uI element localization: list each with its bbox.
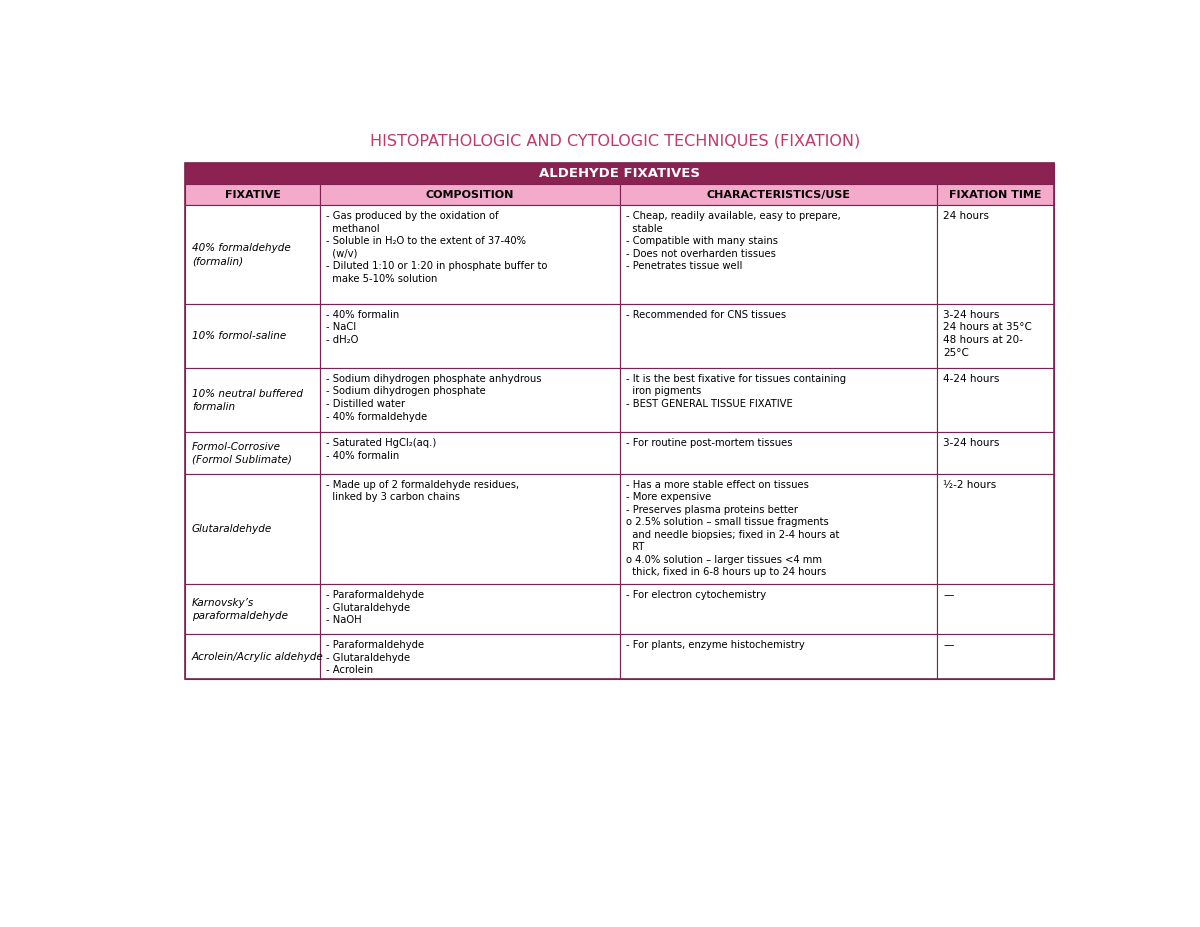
- Bar: [619, 184, 937, 206]
- Text: - For electron cytochemistry: - For electron cytochemistry: [626, 590, 767, 600]
- Bar: [185, 304, 320, 368]
- Text: 3-24 hours
24 hours at 35°C
48 hours at 20-
25°C: 3-24 hours 24 hours at 35°C 48 hours at …: [943, 310, 1032, 358]
- Text: - Paraformaldehyde
- Glutaraldehyde
- NaOH: - Paraformaldehyde - Glutaraldehyde - Na…: [326, 590, 425, 626]
- Bar: [320, 585, 619, 634]
- Bar: [320, 474, 619, 585]
- Text: CHARACTERISTICS/USE: CHARACTERISTICS/USE: [706, 190, 850, 199]
- Text: ALDEHYDE FIXATIVES: ALDEHYDE FIXATIVES: [539, 167, 700, 180]
- Text: HISTOPATHOLOGIC AND CYTOLOGIC TECHNIQUES (FIXATION): HISTOPATHOLOGIC AND CYTOLOGIC TECHNIQUES…: [370, 133, 860, 148]
- Bar: [619, 474, 937, 585]
- Bar: [619, 368, 937, 433]
- Text: —: —: [943, 641, 954, 650]
- Bar: [185, 634, 320, 679]
- Text: 3-24 hours: 3-24 hours: [943, 438, 1000, 448]
- Text: 10% formol-saline: 10% formol-saline: [192, 331, 286, 341]
- Text: - Paraformaldehyde
- Glutaraldehyde
- Acrolein: - Paraformaldehyde - Glutaraldehyde - Ac…: [326, 641, 425, 675]
- Text: - For routine post-mortem tissues: - For routine post-mortem tissues: [626, 438, 793, 448]
- Text: - It is the best fixative for tissues containing
  iron pigments
- BEST GENERAL : - It is the best fixative for tissues co…: [626, 374, 846, 409]
- Text: ½-2 hours: ½-2 hours: [943, 479, 996, 489]
- Bar: [937, 634, 1054, 679]
- Bar: [185, 474, 320, 585]
- Text: FIXATION TIME: FIXATION TIME: [949, 190, 1042, 199]
- Bar: [937, 433, 1054, 474]
- Bar: [937, 368, 1054, 433]
- Bar: [185, 368, 320, 433]
- Bar: [185, 206, 320, 304]
- Bar: [320, 433, 619, 474]
- Text: - Sodium dihydrogen phosphate anhydrous
- Sodium dihydrogen phosphate
- Distille: - Sodium dihydrogen phosphate anhydrous …: [326, 374, 542, 422]
- Bar: [937, 474, 1054, 585]
- Bar: [185, 162, 1054, 184]
- Text: - Made up of 2 formaldehyde residues,
  linked by 3 carbon chains: - Made up of 2 formaldehyde residues, li…: [326, 479, 520, 502]
- Bar: [937, 304, 1054, 368]
- Text: - Has a more stable effect on tissues
- More expensive
- Preserves plasma protei: - Has a more stable effect on tissues - …: [626, 479, 840, 578]
- Bar: [320, 206, 619, 304]
- Bar: [619, 433, 937, 474]
- Bar: [320, 634, 619, 679]
- Text: 4-24 hours: 4-24 hours: [943, 374, 1000, 384]
- Bar: [320, 184, 619, 206]
- Bar: [937, 184, 1054, 206]
- Text: 24 hours: 24 hours: [943, 211, 989, 222]
- Bar: [619, 634, 937, 679]
- Bar: [320, 304, 619, 368]
- Text: Acrolein/Acrylic aldehyde: Acrolein/Acrylic aldehyde: [192, 652, 324, 662]
- Text: 10% neutral buffered
formalin: 10% neutral buffered formalin: [192, 389, 302, 412]
- Text: —: —: [943, 590, 954, 600]
- Bar: [185, 433, 320, 474]
- Text: - Saturated HgCl₂(aq.)
- 40% formalin: - Saturated HgCl₂(aq.) - 40% formalin: [326, 438, 437, 461]
- Bar: [619, 304, 937, 368]
- Bar: [185, 184, 320, 206]
- Bar: [937, 206, 1054, 304]
- Text: Karnovsky’s
paraformaldehyde: Karnovsky’s paraformaldehyde: [192, 598, 288, 621]
- Bar: [185, 585, 320, 634]
- Text: COMPOSITION: COMPOSITION: [426, 190, 514, 199]
- Text: - Recommended for CNS tissues: - Recommended for CNS tissues: [626, 310, 786, 320]
- Text: Formol-Corrosive
(Formol Sublimate): Formol-Corrosive (Formol Sublimate): [192, 442, 292, 464]
- Bar: [619, 206, 937, 304]
- Text: - Gas produced by the oxidation of
  methanol
- Soluble in H₂O to the extent of : - Gas produced by the oxidation of metha…: [326, 211, 548, 284]
- Text: - For plants, enzyme histochemistry: - For plants, enzyme histochemistry: [626, 641, 805, 650]
- Text: Glutaraldehyde: Glutaraldehyde: [192, 524, 272, 534]
- Text: - Cheap, readily available, easy to prepare,
  stable
- Compatible with many sta: - Cheap, readily available, easy to prep…: [626, 211, 841, 272]
- Bar: [185, 162, 1054, 679]
- Text: - 40% formalin
- NaCl
- dH₂O: - 40% formalin - NaCl - dH₂O: [326, 310, 400, 345]
- Bar: [619, 585, 937, 634]
- Text: FIXATIVE: FIXATIVE: [224, 190, 281, 199]
- Bar: [937, 585, 1054, 634]
- Text: 40% formaldehyde
(formalin): 40% formaldehyde (formalin): [192, 243, 290, 266]
- Bar: [320, 368, 619, 433]
